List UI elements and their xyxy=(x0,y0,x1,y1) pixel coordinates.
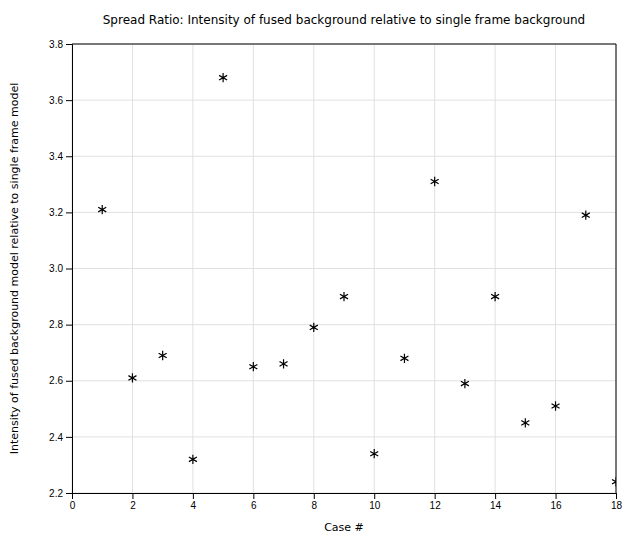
x-tick-label: 16 xyxy=(550,500,562,511)
point xyxy=(582,211,590,220)
point xyxy=(159,351,167,360)
y-tick-mark xyxy=(66,44,72,45)
y-tick: 3.2 xyxy=(49,207,72,218)
plot: 0 2 4 6 8 10 12 14 16 18 2.2 2.4 2.6 2.8 3.0 3.2 3.4 3.6 3… xyxy=(49,39,622,511)
x-tick-mark xyxy=(253,493,254,499)
y-axis-line xyxy=(66,45,73,494)
x-tick: 4 xyxy=(191,493,197,511)
y-tick-mark xyxy=(66,381,72,382)
x-tick: 6 xyxy=(251,493,257,511)
y-tick-mark xyxy=(66,437,72,438)
y-tick-label: 3.8 xyxy=(49,39,63,50)
grid-line-y xyxy=(72,44,616,45)
x-tick: 14 xyxy=(490,493,502,511)
point xyxy=(431,177,439,186)
frame-top xyxy=(72,44,616,45)
x-tick: 18 xyxy=(611,493,623,511)
x-tick-label: 2 xyxy=(130,500,136,511)
grid-line-y xyxy=(72,324,616,325)
point xyxy=(128,373,136,382)
x-axis-title: Case # xyxy=(324,521,364,534)
x-axis-line xyxy=(73,494,617,500)
x-tick-mark xyxy=(435,493,436,499)
x-tick: 12 xyxy=(430,493,442,511)
x-tick: 8 xyxy=(311,493,317,511)
point xyxy=(189,455,197,464)
x-tick-label: 0 xyxy=(70,500,76,511)
x-tick-label: 6 xyxy=(251,500,257,511)
point xyxy=(552,401,560,410)
y-tick-mark xyxy=(66,325,72,326)
y-tick-mark xyxy=(66,212,72,213)
x-tick-mark xyxy=(556,493,557,499)
grid-line-x xyxy=(616,44,617,493)
y-tick-mark xyxy=(66,156,72,157)
point xyxy=(521,418,529,427)
title: Spread Ratio: Intensity of fused backgro… xyxy=(103,13,586,27)
y-tick-mark xyxy=(66,100,72,101)
grid-line-y xyxy=(72,380,616,381)
x-axis: 0 2 4 6 8 10 12 14 16 18 xyxy=(70,493,623,511)
x-tick-mark xyxy=(132,493,133,499)
x-tick-label: 4 xyxy=(191,500,197,511)
point xyxy=(310,323,318,332)
frame-right xyxy=(616,44,617,493)
y-axis-title: Intensity of fused background model rela… xyxy=(8,83,21,455)
x-tick-mark xyxy=(495,493,496,499)
point xyxy=(280,359,288,368)
y-tick: 2.4 xyxy=(49,432,72,443)
y-tick-label: 3.4 xyxy=(49,151,63,162)
point xyxy=(461,379,469,388)
y-tick-mark xyxy=(66,493,72,494)
y-tick-label: 2.2 xyxy=(49,488,63,499)
grid-line-y xyxy=(72,268,616,269)
x-tick-mark xyxy=(314,493,315,499)
point xyxy=(612,477,616,486)
point xyxy=(370,449,378,458)
point xyxy=(340,292,348,301)
y-tick: 3.8 xyxy=(49,39,72,50)
x-tick: 0 xyxy=(70,493,76,511)
y-tick-label: 3.6 xyxy=(49,95,63,106)
x-tick-mark xyxy=(193,493,194,499)
grid-line-y xyxy=(72,156,616,157)
grid-line-y xyxy=(72,212,616,213)
y-tick-label: 3.2 xyxy=(49,207,63,218)
y-tick-label: 2.8 xyxy=(49,319,63,330)
grid-line-y xyxy=(72,436,616,437)
point xyxy=(249,362,257,371)
x-tick: 16 xyxy=(550,493,562,511)
point xyxy=(400,354,408,363)
x-tick-label: 18 xyxy=(611,500,623,511)
points xyxy=(98,73,616,486)
y-tick: 3.0 xyxy=(49,263,72,274)
y-tick: 3.6 xyxy=(49,95,72,106)
x-tick-label: 10 xyxy=(369,500,381,511)
y-tick-mark xyxy=(66,269,72,270)
point xyxy=(98,205,106,214)
y-tick: 2.2 xyxy=(49,488,72,499)
x-tick-mark xyxy=(616,493,617,499)
x-tick: 10 xyxy=(369,493,381,511)
y-tick: 2.6 xyxy=(49,375,72,386)
chart: 0 2 4 6 8 10 12 14 16 18 2.2 2.4 2.6 2.8 3.0 3.2 3.4 3.6 3… xyxy=(0,0,640,543)
point xyxy=(219,73,227,82)
y-axis: 2.2 2.4 2.6 2.8 3.0 3.2 3.4 3.6 3.8 xyxy=(49,39,72,499)
x-tick: 2 xyxy=(130,493,136,511)
x-tick-label: 12 xyxy=(430,500,442,511)
x-tick-label: 8 xyxy=(311,500,317,511)
grid-line-y xyxy=(72,100,616,101)
grid xyxy=(72,44,616,493)
y-tick-label: 2.6 xyxy=(49,375,63,386)
y-tick: 3.4 xyxy=(49,151,72,162)
y-tick-label: 2.4 xyxy=(49,432,63,443)
point xyxy=(491,292,499,301)
x-tick-label: 14 xyxy=(490,500,502,511)
y-tick-label: 3.0 xyxy=(49,263,63,274)
y-tick: 2.8 xyxy=(49,319,72,330)
x-tick-mark xyxy=(374,493,375,499)
